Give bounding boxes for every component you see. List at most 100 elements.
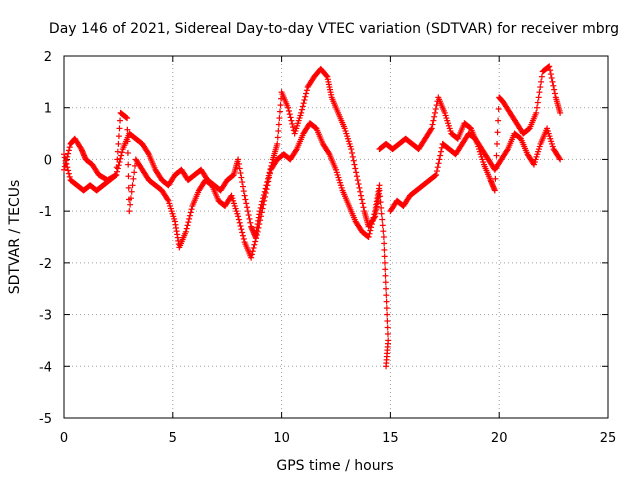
- data-point: [546, 63, 553, 70]
- data-point: [238, 226, 245, 233]
- data-point: [241, 192, 248, 199]
- data-point: [183, 225, 190, 232]
- data-point: [548, 74, 555, 81]
- data-point: [61, 151, 67, 158]
- data-point: [557, 156, 564, 163]
- data-point: [493, 152, 500, 159]
- data-point: [251, 241, 258, 248]
- data-point: [244, 208, 251, 215]
- data-point: [117, 155, 124, 162]
- data-point: [348, 146, 355, 153]
- data-point: [235, 160, 242, 167]
- data-point: [431, 113, 438, 120]
- data-point: [124, 149, 131, 156]
- data-point: [353, 173, 360, 180]
- data-point: [290, 124, 297, 131]
- data-point: [382, 272, 389, 279]
- data-point: [127, 195, 134, 202]
- data-point: [265, 178, 272, 185]
- data-point: [286, 111, 293, 118]
- data-point: [430, 117, 437, 124]
- data-point: [255, 224, 262, 231]
- data-point: [66, 173, 73, 180]
- data-point: [366, 230, 373, 237]
- data-point: [127, 201, 134, 208]
- data-point: [303, 87, 310, 94]
- data-point: [254, 228, 261, 235]
- data-point: [380, 234, 387, 240]
- data-point: [118, 149, 125, 156]
- data-point: [276, 115, 283, 122]
- data-point: [359, 200, 366, 207]
- data-point: [262, 193, 269, 200]
- data-point: [371, 211, 378, 218]
- x-tick-label: 0: [60, 431, 68, 446]
- data-point: [65, 150, 72, 157]
- data-point: [65, 147, 72, 154]
- data-point: [433, 171, 440, 178]
- data-point: [61, 166, 67, 173]
- data-point: [377, 199, 384, 206]
- data-point: [384, 330, 391, 337]
- data-point: [384, 324, 391, 331]
- data-point: [383, 363, 390, 370]
- data-point: [117, 117, 124, 124]
- data-point: [300, 100, 307, 107]
- data-point: [551, 86, 558, 93]
- data-point: [235, 213, 242, 220]
- data-point: [358, 192, 365, 199]
- data-point: [274, 134, 281, 141]
- data-point: [350, 157, 357, 164]
- data-point: [188, 206, 195, 213]
- data-point: [383, 292, 390, 299]
- data-point: [116, 125, 123, 132]
- data-point: [275, 127, 282, 134]
- data-point: [545, 63, 552, 70]
- data-point: [264, 182, 271, 189]
- x-tick-label: 15: [382, 431, 399, 446]
- data-point: [238, 174, 245, 181]
- data-point: [243, 200, 250, 207]
- data-point: [256, 221, 263, 228]
- data-point: [325, 149, 332, 156]
- data-point: [301, 96, 308, 103]
- data-point: [244, 204, 251, 211]
- data-point: [437, 152, 444, 159]
- data-point: [550, 82, 557, 89]
- data-point: [235, 156, 242, 163]
- data-point: [266, 170, 273, 177]
- data-point: [125, 184, 132, 191]
- data-point: [262, 190, 269, 197]
- data-point: [354, 177, 361, 184]
- data-point: [239, 179, 246, 186]
- data-point: [551, 90, 558, 97]
- data-point: [118, 152, 125, 159]
- data-point: [247, 219, 254, 226]
- data-point: [433, 168, 440, 175]
- data-point: [495, 117, 502, 124]
- data-point: [66, 144, 73, 151]
- data-point: [504, 147, 511, 154]
- data-point: [260, 201, 267, 208]
- y-tick-label: -1: [39, 205, 52, 220]
- data-point: [494, 140, 501, 147]
- data-point: [370, 214, 377, 221]
- data-point: [547, 67, 554, 74]
- y-tick-label: -3: [39, 309, 52, 324]
- y-tick-label: 1: [44, 102, 52, 117]
- data-point: [275, 121, 282, 128]
- data-point: [248, 251, 255, 258]
- data-point: [549, 78, 556, 85]
- data-point: [436, 156, 443, 163]
- data-point: [428, 125, 435, 132]
- data-point: [533, 109, 540, 116]
- data-point: [236, 165, 243, 172]
- y-tick-label: -2: [39, 257, 52, 272]
- data-point: [145, 149, 152, 156]
- data-point: [384, 318, 391, 325]
- data-point: [126, 208, 133, 215]
- data-point: [240, 235, 247, 242]
- data-point: [187, 209, 194, 216]
- data-point: [185, 219, 192, 226]
- data-point: [62, 157, 69, 164]
